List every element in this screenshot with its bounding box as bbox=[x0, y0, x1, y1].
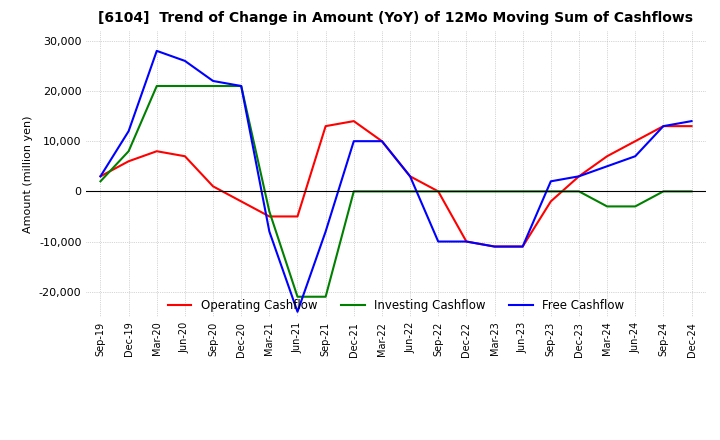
Investing Cashflow bbox=[406, 189, 415, 194]
Operating Cashflow bbox=[153, 149, 161, 154]
Operating Cashflow bbox=[321, 124, 330, 129]
Investing Cashflow bbox=[631, 204, 639, 209]
Operating Cashflow bbox=[546, 199, 555, 204]
Investing Cashflow bbox=[265, 209, 274, 214]
Free Cashflow bbox=[518, 244, 527, 249]
Operating Cashflow bbox=[265, 214, 274, 219]
Operating Cashflow bbox=[687, 124, 696, 129]
Operating Cashflow bbox=[518, 244, 527, 249]
Free Cashflow bbox=[293, 309, 302, 315]
Investing Cashflow bbox=[603, 204, 611, 209]
Investing Cashflow bbox=[490, 189, 499, 194]
Free Cashflow bbox=[659, 124, 667, 129]
Operating Cashflow bbox=[462, 239, 471, 244]
Operating Cashflow bbox=[237, 199, 246, 204]
Free Cashflow bbox=[377, 139, 386, 144]
Investing Cashflow bbox=[518, 189, 527, 194]
Investing Cashflow bbox=[321, 294, 330, 299]
Investing Cashflow bbox=[209, 83, 217, 88]
Investing Cashflow bbox=[349, 189, 358, 194]
Free Cashflow bbox=[265, 229, 274, 234]
Investing Cashflow bbox=[462, 189, 471, 194]
Operating Cashflow bbox=[293, 214, 302, 219]
Free Cashflow bbox=[490, 244, 499, 249]
Investing Cashflow bbox=[125, 149, 133, 154]
Operating Cashflow bbox=[377, 139, 386, 144]
Operating Cashflow bbox=[490, 244, 499, 249]
Operating Cashflow bbox=[181, 154, 189, 159]
Investing Cashflow bbox=[687, 189, 696, 194]
Free Cashflow bbox=[181, 58, 189, 63]
Investing Cashflow bbox=[237, 83, 246, 88]
Investing Cashflow bbox=[575, 189, 583, 194]
Free Cashflow bbox=[462, 239, 471, 244]
Operating Cashflow bbox=[406, 174, 415, 179]
Title: [6104]  Trend of Change in Amount (YoY) of 12Mo Moving Sum of Cashflows: [6104] Trend of Change in Amount (YoY) o… bbox=[99, 11, 693, 26]
Line: Operating Cashflow: Operating Cashflow bbox=[101, 121, 691, 246]
Free Cashflow bbox=[96, 174, 105, 179]
Free Cashflow bbox=[209, 78, 217, 84]
Operating Cashflow bbox=[659, 124, 667, 129]
Free Cashflow bbox=[687, 118, 696, 124]
Investing Cashflow bbox=[293, 294, 302, 299]
Legend: Operating Cashflow, Investing Cashflow, Free Cashflow: Operating Cashflow, Investing Cashflow, … bbox=[163, 294, 629, 317]
Free Cashflow bbox=[434, 239, 443, 244]
Operating Cashflow bbox=[575, 174, 583, 179]
Free Cashflow bbox=[321, 229, 330, 234]
Operating Cashflow bbox=[96, 174, 105, 179]
Investing Cashflow bbox=[181, 83, 189, 88]
Free Cashflow bbox=[349, 139, 358, 144]
Operating Cashflow bbox=[209, 184, 217, 189]
Free Cashflow bbox=[153, 48, 161, 54]
Operating Cashflow bbox=[125, 158, 133, 164]
Free Cashflow bbox=[125, 128, 133, 134]
Operating Cashflow bbox=[434, 189, 443, 194]
Line: Free Cashflow: Free Cashflow bbox=[101, 51, 691, 312]
Investing Cashflow bbox=[434, 189, 443, 194]
Operating Cashflow bbox=[603, 154, 611, 159]
Free Cashflow bbox=[546, 179, 555, 184]
Free Cashflow bbox=[631, 154, 639, 159]
Operating Cashflow bbox=[631, 139, 639, 144]
Investing Cashflow bbox=[659, 189, 667, 194]
Investing Cashflow bbox=[546, 189, 555, 194]
Free Cashflow bbox=[603, 164, 611, 169]
Investing Cashflow bbox=[153, 83, 161, 88]
Free Cashflow bbox=[237, 83, 246, 88]
Investing Cashflow bbox=[377, 189, 386, 194]
Y-axis label: Amount (million yen): Amount (million yen) bbox=[23, 115, 33, 233]
Operating Cashflow bbox=[349, 118, 358, 124]
Free Cashflow bbox=[406, 174, 415, 179]
Free Cashflow bbox=[575, 174, 583, 179]
Investing Cashflow bbox=[96, 179, 105, 184]
Line: Investing Cashflow: Investing Cashflow bbox=[101, 86, 691, 297]
